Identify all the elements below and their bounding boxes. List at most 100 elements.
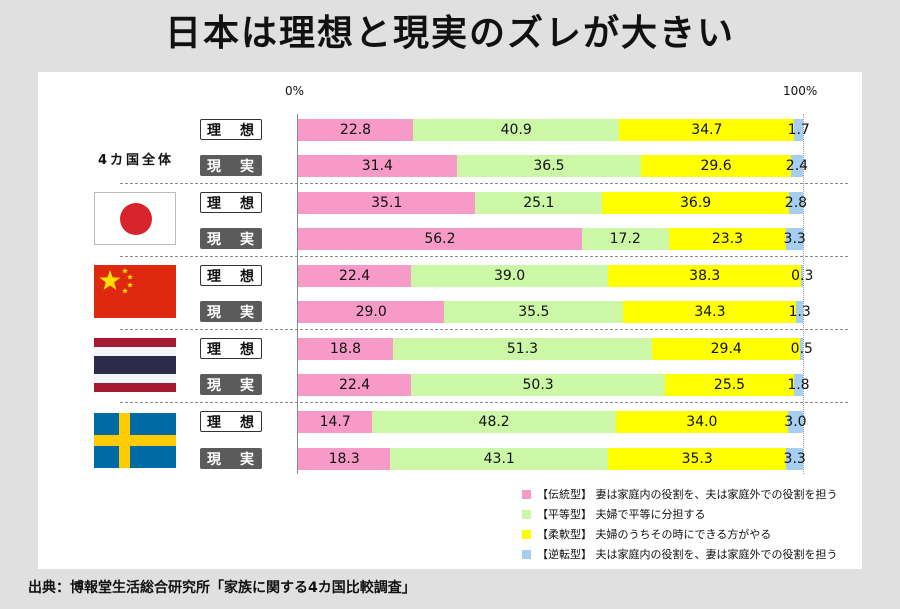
bar-segment-reverse: 2.8 — [785, 192, 807, 214]
bar-segment-flexible: 34.7 — [619, 119, 795, 141]
bar-value-label: 35.5 — [518, 304, 550, 320]
axis-min-label: 0% — [285, 84, 305, 98]
bar-segment-traditional: 56.2 — [298, 228, 582, 250]
bar-segment-traditional: 29.0 — [298, 301, 445, 323]
group-divider — [120, 183, 848, 184]
bar-value-label: 50.3 — [522, 377, 554, 393]
source-note: 出典：博報堂生活総合研究所「家族に関する4カ国比較調査」 — [28, 580, 416, 596]
bar-segment-reverse: 1.7 — [788, 119, 810, 141]
bar-value-label: 0.5 — [790, 341, 813, 357]
legend-swatch — [522, 489, 531, 499]
bar-segment-equal: 35.5 — [444, 301, 624, 323]
bar-segment-traditional: 22.4 — [298, 374, 412, 396]
bar-value-label: 14.7 — [319, 414, 351, 430]
sweden-flag — [94, 413, 176, 468]
bar-segment-flexible: 38.3 — [608, 265, 802, 287]
row-label-real: 現実 — [200, 228, 262, 249]
bar-value-label: 22.8 — [339, 122, 372, 138]
bar-value-label: 22.4 — [338, 377, 371, 393]
bar-value-label: 2.8 — [784, 195, 808, 211]
bar-value-label: 48.2 — [478, 414, 510, 430]
bar-value-label: 17.2 — [609, 231, 641, 247]
bar-segment-equal: 17.2 — [581, 228, 669, 250]
bar-segment-reverse: 1.3 — [789, 301, 811, 323]
bar-value-label: 31.4 — [361, 158, 393, 174]
bar-segment-traditional: 22.8 — [298, 119, 414, 141]
group-all-name: 4カ国全体 — [98, 153, 175, 168]
bar-value-label: 23.3 — [711, 231, 744, 247]
group-divider — [120, 402, 848, 403]
bar-value-label: 38.3 — [689, 268, 721, 284]
bar-value-label: 29.4 — [710, 341, 742, 357]
china-flag — [94, 265, 176, 318]
bar-value-label: 1.8 — [787, 377, 810, 393]
bar-value-label: 18.3 — [328, 451, 360, 467]
legend-swatch — [522, 509, 531, 519]
bar-segment-reverse: 3.0 — [784, 411, 807, 433]
bar-value-label: 25.1 — [523, 195, 555, 211]
bar-segment-reverse: 3.3 — [784, 448, 806, 470]
bar-segment-equal: 43.1 — [390, 448, 609, 470]
bar-value-label: 2.4 — [785, 158, 809, 174]
japan-flag — [94, 192, 176, 245]
bar-value-label: 29.6 — [700, 158, 732, 174]
bar-value-label: 3.0 — [784, 414, 807, 430]
bar-segment-equal: 39.0 — [411, 265, 609, 287]
bar-segment-flexible: 34.3 — [623, 301, 797, 323]
bar-segment-equal: 36.5 — [456, 155, 642, 177]
legend-swatch — [522, 529, 531, 539]
bar-segment-traditional: 18.8 — [298, 338, 393, 360]
axis-max-label: 100% — [783, 84, 818, 98]
row-label-ideal: 理想 — [200, 119, 262, 140]
bar-segment-flexible: 34.0 — [615, 411, 788, 433]
bar-value-label: 36.9 — [679, 195, 712, 211]
row-label-real: 現実 — [200, 301, 262, 322]
bar-segment-flexible: 35.3 — [608, 448, 787, 470]
bar-value-label: 34.0 — [686, 414, 718, 430]
bar-value-label: 43.1 — [483, 451, 515, 467]
bar-value-label: 36.5 — [533, 158, 565, 174]
bar-segment-flexible: 29.6 — [641, 155, 791, 177]
bar-segment-flexible: 29.4 — [652, 338, 801, 360]
bar-value-label: 22.4 — [338, 268, 371, 284]
legend-text: 【伝統型】 妻は家庭内の役割を、夫は家庭外での役割を担う — [537, 488, 838, 501]
group-divider — [120, 329, 848, 330]
bar-segment-equal: 51.3 — [392, 338, 652, 360]
bar-value-label: 56.2 — [424, 231, 456, 247]
bar-segment-reverse: 0.3 — [791, 265, 813, 287]
bar-value-label: 40.9 — [500, 122, 532, 138]
legend-text: 【平等型】 夫婦で平等に分担する — [537, 508, 706, 521]
bar-segment-reverse: 0.5 — [791, 338, 813, 360]
bar-segment-equal: 25.1 — [475, 192, 603, 214]
legend-item-flexible: 【柔軟型】 夫婦のうちその時にできる方がやる — [522, 526, 771, 542]
bar-segment-traditional: 31.4 — [298, 155, 457, 177]
thailand-flag — [94, 338, 176, 392]
bar-value-label: 25.5 — [713, 377, 746, 393]
row-label-real: 現実 — [200, 374, 262, 395]
legend-item-equal: 【平等型】 夫婦で平等に分担する — [522, 506, 706, 522]
bar-value-label: 1.3 — [788, 304, 811, 320]
chart-title: 日本は理想と現実のズレが大きい — [164, 13, 735, 54]
bar-segment-reverse: 3.3 — [783, 228, 806, 250]
bar-segment-reverse: 2.4 — [786, 155, 808, 177]
bar-segment-flexible: 23.3 — [668, 228, 787, 250]
axis-zero-line — [297, 114, 298, 474]
bar-segment-traditional: 22.4 — [298, 265, 412, 287]
bar-segment-reverse: 1.8 — [787, 374, 810, 396]
bar-value-label: 3.3 — [783, 231, 806, 247]
bar-segment-equal: 48.2 — [372, 411, 616, 433]
bar-segment-flexible: 25.5 — [665, 374, 794, 396]
row-label-ideal: 理想 — [200, 265, 262, 286]
group-divider — [120, 256, 848, 257]
bar-value-label: 39.0 — [493, 268, 526, 284]
legend-text: 【逆転型】 夫は家庭内の役割を、妻は家庭外での役割を担う — [537, 548, 838, 561]
row-label-ideal: 理想 — [200, 411, 262, 432]
legend-swatch — [522, 549, 531, 559]
bar-segment-traditional: 35.1 — [298, 192, 476, 214]
bar-segment-equal: 50.3 — [411, 374, 666, 396]
row-label-real: 現実 — [200, 155, 262, 176]
axis-hundred-line — [803, 114, 804, 474]
bar-value-label: 0.3 — [791, 268, 814, 284]
bar-value-label: 1.7 — [787, 122, 810, 138]
row-label-ideal: 理想 — [200, 338, 262, 359]
